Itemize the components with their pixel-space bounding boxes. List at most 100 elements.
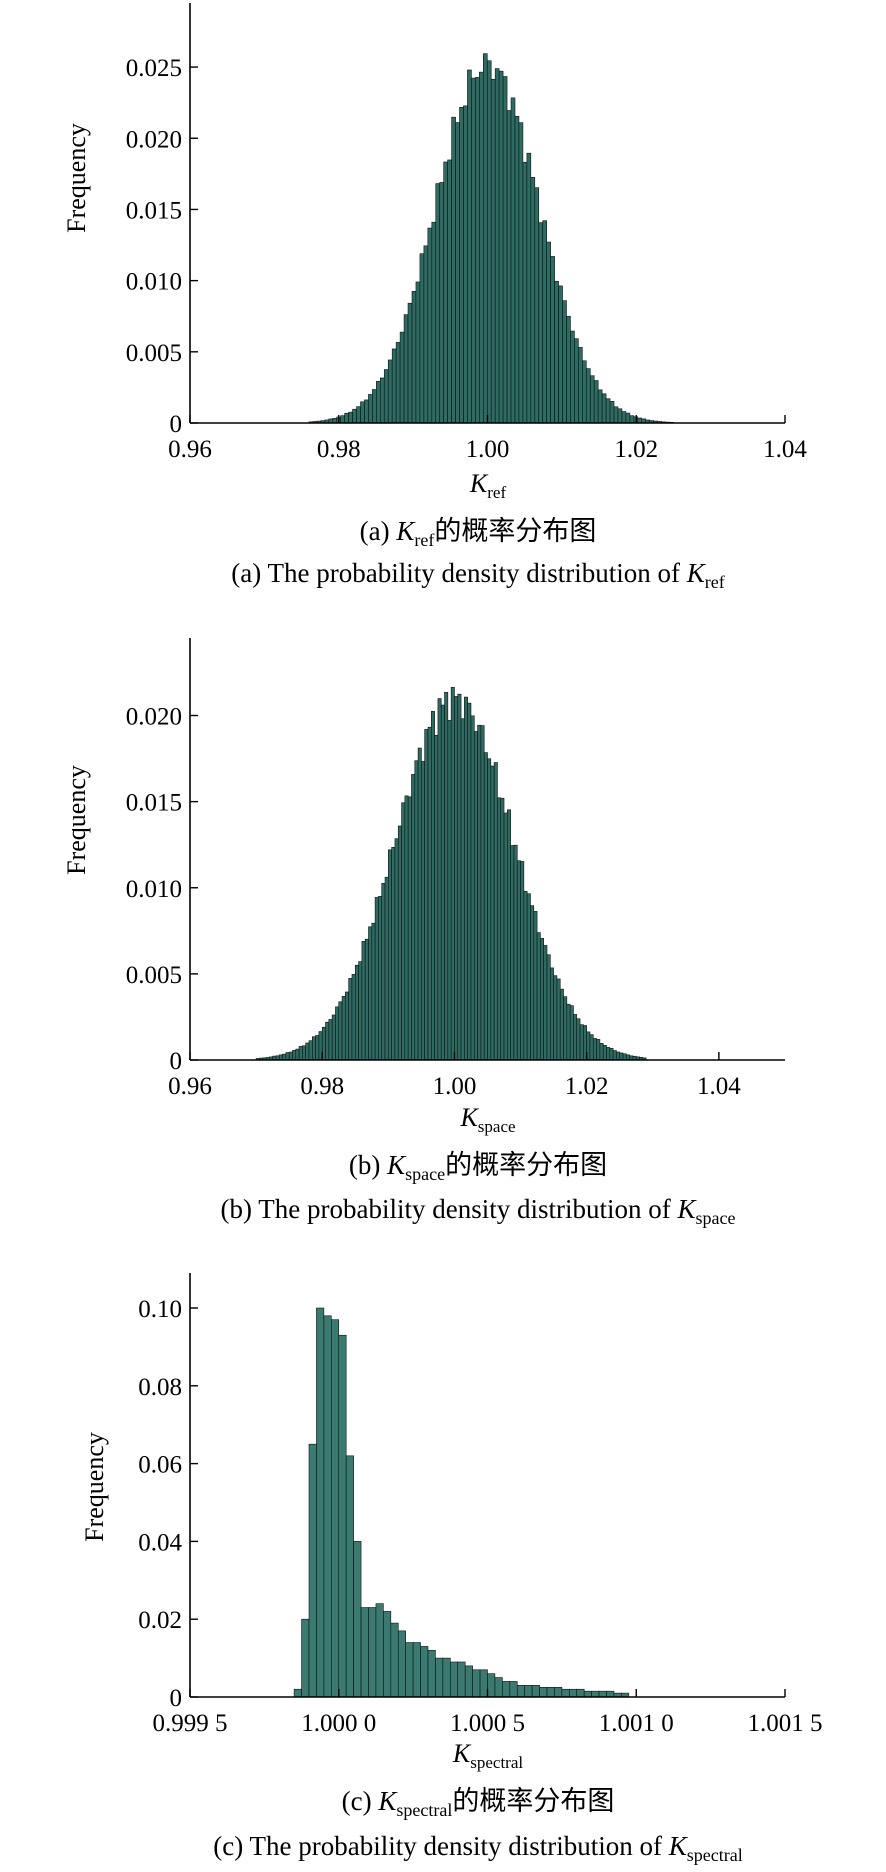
- panel-a-chart: 0 0.005 0.010 0.015 0.020 0.025 0.96 0.98 1.00 1.…: [62, 3, 807, 592]
- histogram-bar: [500, 797, 505, 1061]
- histogram-bar: [502, 1681, 511, 1698]
- histogram-bar: [542, 220, 547, 424]
- y-tick-label: 0.005: [126, 340, 182, 367]
- histogram-bar: [480, 725, 485, 1061]
- histogram-bar: [599, 1043, 604, 1061]
- histogram-bar: [368, 1607, 377, 1698]
- histogram-bar: [457, 1661, 466, 1698]
- histogram-bar: [302, 1045, 307, 1061]
- histogram-bar: [368, 926, 373, 1061]
- histogram-bar: [427, 1650, 436, 1698]
- histogram-bar: [534, 187, 540, 424]
- histogram-bar: [561, 1688, 570, 1698]
- x-tick-label: 1.04: [763, 436, 807, 463]
- histogram-bar: [301, 1618, 310, 1698]
- histogram-bar: [510, 845, 515, 1061]
- histogram-bar: [569, 1688, 578, 1698]
- histogram-bar: [399, 331, 405, 424]
- histogram-bar: [616, 1051, 621, 1061]
- histogram-bar: [308, 1443, 317, 1698]
- x-tick-label: 1.001 0: [599, 1710, 674, 1737]
- histogram-bar: [619, 1052, 624, 1061]
- y-tick-label: 0.08: [138, 1374, 182, 1401]
- histogram-bar: [335, 1006, 340, 1061]
- histogram-bar: [352, 408, 357, 424]
- histogram-bar: [397, 825, 402, 1061]
- x-tick-label: 1.000 5: [450, 1710, 525, 1737]
- histogram-bar: [543, 945, 548, 1061]
- y-tick-label: 0: [170, 1048, 183, 1075]
- histogram-bar: [579, 1024, 584, 1061]
- histogram-bar: [533, 911, 538, 1061]
- histogram-bars: [308, 53, 674, 424]
- histogram-bar: [617, 408, 623, 424]
- histogram-bar: [338, 1334, 347, 1698]
- histogram-bars: [255, 686, 647, 1061]
- histogram-bar: [593, 380, 599, 424]
- histogram-bar: [526, 893, 531, 1061]
- histogram-bar: [454, 696, 459, 1061]
- histogram-bar: [566, 315, 571, 424]
- histogram-bar: [464, 696, 468, 1061]
- histogram-bar: [479, 71, 484, 424]
- histogram-bar: [356, 406, 361, 424]
- y-tick-label: 0.005: [126, 962, 182, 989]
- histogram-bar: [344, 412, 349, 424]
- histogram-bar: [606, 1690, 615, 1698]
- histogram-bar: [513, 844, 518, 1061]
- histogram-bar: [439, 182, 444, 424]
- y-tick-label: 0: [170, 1685, 183, 1712]
- histogram-bar: [471, 77, 476, 424]
- histogram-bar: [536, 932, 541, 1061]
- histogram-bar: [420, 1646, 429, 1698]
- histogram-bar: [510, 97, 516, 424]
- histogram-bar: [427, 227, 433, 424]
- histogram-bar: [345, 991, 349, 1061]
- histogram-bar: [463, 105, 468, 424]
- histogram-bar: [558, 285, 563, 424]
- histogram-bar: [384, 876, 389, 1061]
- histogram-bar: [285, 1052, 290, 1061]
- x-tick-label: 1.00: [433, 1073, 477, 1100]
- histogram-bar: [606, 1047, 611, 1061]
- histogram-bar: [404, 795, 409, 1061]
- histogram-bar: [598, 1690, 607, 1698]
- histogram-bar: [483, 752, 488, 1061]
- histogram-bar: [596, 1039, 601, 1061]
- histogram-bar: [589, 375, 595, 424]
- x-tick-label: 0.96: [168, 1073, 212, 1100]
- histogram-bar: [503, 812, 508, 1061]
- y-axis-label: Frequency: [62, 765, 91, 875]
- histogram-bar: [450, 686, 455, 1061]
- histogram-bar: [351, 974, 356, 1061]
- histogram-bar: [353, 1541, 362, 1698]
- y-tick-label: 0.020: [126, 126, 182, 153]
- histogram-bar: [412, 1642, 421, 1698]
- histogram-bar: [440, 704, 445, 1061]
- histogram-bar: [475, 77, 480, 424]
- histogram-bar: [487, 758, 492, 1061]
- histogram-bar: [435, 183, 441, 424]
- histogram-bar: [331, 1319, 340, 1698]
- histogram-bar: [553, 975, 558, 1061]
- histogram-bar: [411, 774, 416, 1061]
- histogram-bar: [421, 761, 426, 1061]
- histogram-bar: [479, 1669, 488, 1698]
- x-axis-label: Kspace: [459, 1103, 515, 1136]
- histogram-bar: [470, 715, 475, 1061]
- histogram-bar: [434, 734, 439, 1061]
- histogram-bar: [308, 1040, 313, 1061]
- panel-b-chart: 0 0.005 0.010 0.015 0.020 0.96 0.98 1.00 1.02 1.0…: [62, 638, 785, 1228]
- histogram-bar: [374, 897, 379, 1061]
- x-tick-label: 1.02: [565, 1073, 609, 1100]
- histogram-bar: [451, 116, 456, 424]
- histogram-bar: [298, 1046, 303, 1061]
- x-axis-label: Kref: [469, 469, 507, 502]
- histogram-bar: [376, 381, 381, 424]
- histogram-bar: [459, 107, 464, 424]
- y-tick-label: 0.06: [138, 1452, 182, 1479]
- histogram-bar: [518, 122, 524, 424]
- caption-english: (a) The probability density distribution…: [231, 558, 724, 592]
- histogram-bar: [293, 1688, 302, 1698]
